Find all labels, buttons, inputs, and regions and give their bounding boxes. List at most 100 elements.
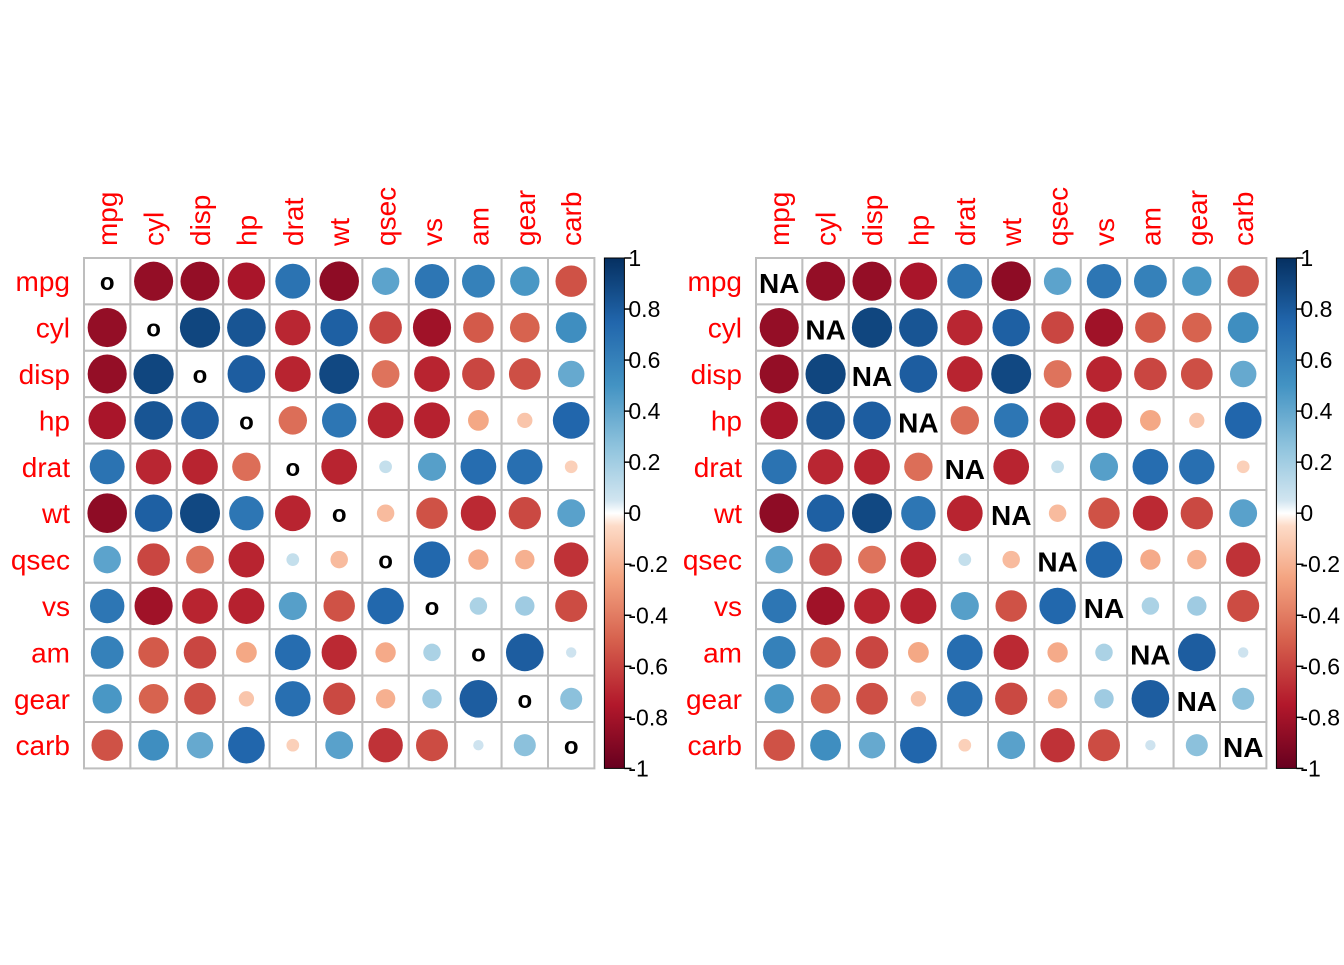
corr-circle-0-vs-am (469, 597, 488, 615)
diagonal-label-1-6: NA (1037, 547, 1077, 578)
corr-circle-0-hp-disp (181, 401, 219, 440)
corr-circle-0-vs-wt (323, 590, 355, 622)
corr-circle-1-disp-gear (1180, 358, 1213, 390)
diagonal-label-0-5: o (332, 501, 347, 528)
corr-circle-1-hp-vs (1086, 402, 1122, 439)
col-label-0-mpg: mpg (92, 192, 123, 246)
col-label-1-vs: vs (1089, 218, 1120, 246)
corr-circle-1-wt-disp (851, 493, 892, 534)
corrplot-panel-left: ooooooooooompgcyldisphpdratwtqsecvsamgea… (11, 187, 668, 782)
corr-circle-0-drat-qsec (379, 460, 392, 474)
corr-circle-0-gear-vs (422, 689, 442, 709)
row-label-1-mpg: mpg (688, 266, 742, 297)
row-label-0-drat: drat (22, 452, 70, 483)
col-label-1-drat: drat (950, 198, 981, 246)
corr-circle-1-qsec-am (1140, 549, 1161, 570)
cell-0-5-5 (315, 489, 364, 538)
col-label-0-qsec: qsec (371, 187, 402, 246)
corr-circle-1-gear-qsec (1047, 689, 1068, 709)
corr-circle-1-am-gear (1177, 633, 1216, 672)
row-label-0-qsec: qsec (11, 545, 70, 576)
corr-circle-0-drat-hp (232, 452, 261, 482)
corr-circle-1-drat-vs (1089, 452, 1119, 481)
corr-circle-1-hp-qsec (1039, 402, 1076, 439)
corr-circle-1-disp-drat (946, 356, 983, 392)
corr-circle-1-drat-wt (993, 448, 1030, 485)
corr-circle-0-hp-mpg (88, 401, 126, 440)
row-label-1-qsec: qsec (683, 545, 742, 576)
cell-0-7-7 (407, 581, 457, 631)
diagonal-label-0-9: o (517, 687, 532, 714)
corr-circle-0-qsec-hp (228, 541, 265, 578)
colorbar-tick-label-1-4: 0.2 (1300, 449, 1332, 475)
diagonal-label-1-5: NA (991, 500, 1031, 531)
corr-circle-0-drat-cyl (135, 449, 172, 485)
corr-circle-1-wt-carb (1229, 499, 1258, 528)
corr-circle-0-qsec-cyl (137, 543, 170, 576)
row-label-0-disp: disp (19, 359, 70, 390)
col-label-1-hp: hp (903, 215, 934, 246)
colorbar-tick-label-1-7: -0.4 (1300, 602, 1340, 628)
corr-circle-1-gear-carb (1232, 687, 1255, 710)
corr-circle-0-qsec-carb (553, 542, 589, 577)
colorbar-tick-label-0-9: -0.8 (628, 704, 668, 730)
diagonal-label-1-9: NA (1177, 686, 1217, 717)
corr-circle-0-gear-carb (560, 687, 583, 710)
corr-circle-0-vs-cyl (134, 586, 173, 626)
corr-circle-0-carb-wt (325, 731, 354, 760)
colorbar-tick-label-0-7: -0.4 (628, 602, 668, 628)
corr-circle-0-hp-am (468, 410, 489, 431)
diagonal-label-0-6: o (378, 548, 393, 575)
corr-circle-0-carb-cyl (138, 729, 170, 761)
corr-circle-1-mpg-am (1133, 264, 1167, 298)
corr-circle-0-drat-gear (507, 449, 543, 485)
col-label-1-am: am (1135, 207, 1166, 246)
corr-circle-1-gear-cyl (810, 683, 841, 714)
row-label-0-am: am (31, 637, 70, 668)
corr-circle-0-qsec-disp (186, 545, 214, 574)
cell-1-10-10 (1219, 721, 1268, 770)
corr-circle-0-vs-gear (515, 596, 535, 616)
corr-circle-0-mpg-am (461, 264, 495, 298)
corr-circle-1-hp-disp (853, 401, 891, 440)
cell-1-3-3 (894, 396, 943, 445)
corr-circle-0-hp-gear (517, 412, 533, 429)
corr-circle-1-drat-mpg (761, 449, 797, 485)
diagonal-label-0-2: o (193, 362, 208, 389)
corr-circle-1-wt-drat (946, 495, 983, 532)
corr-circle-1-hp-wt (993, 403, 1029, 438)
corr-circle-1-gear-wt (995, 682, 1028, 715)
corr-circle-1-carb-qsec (1040, 727, 1075, 763)
cell-0-8-8 (454, 628, 503, 677)
corr-circle-1-hp-carb (1224, 402, 1262, 439)
corrplot-panel-right: NANANANANANANANANANANAmpgcyldisphpdratwt… (683, 187, 1340, 782)
corr-circle-1-drat-hp (904, 452, 933, 482)
corr-circle-1-cyl-disp (851, 307, 893, 348)
colorbar-tick-label-0-3: 0.4 (628, 398, 660, 424)
corr-circle-1-carb-wt (997, 731, 1026, 760)
colorbar-tick-label-1-8: -0.6 (1300, 653, 1340, 679)
diagonal-label-0-3: o (239, 408, 254, 435)
corr-circle-0-mpg-wt (319, 261, 359, 301)
corr-circle-0-hp-qsec (367, 402, 404, 439)
corr-circle-1-cyl-vs (1084, 308, 1124, 347)
corr-circle-0-mpg-disp (180, 261, 220, 301)
colorbar-0 (603, 257, 625, 769)
corr-circle-0-mpg-carb (555, 265, 587, 297)
corr-circle-1-qsec-wt (1002, 550, 1020, 569)
corr-circle-1-am-hp (908, 642, 929, 663)
corr-circle-1-disp-cyl (805, 353, 846, 395)
corr-circle-0-cyl-gear (509, 312, 540, 343)
corr-circle-0-mpg-cyl (134, 261, 174, 301)
col-label-1-mpg: mpg (764, 192, 795, 246)
corr-circle-0-disp-cyl (133, 353, 174, 395)
corr-circle-1-cyl-hp (899, 308, 938, 347)
colorbar-tick-label-1-5: 0 (1300, 500, 1313, 526)
col-label-0-wt: wt (324, 218, 355, 247)
col-label-0-drat: drat (278, 198, 309, 246)
corr-circle-0-mpg-gear (510, 266, 540, 296)
corr-circle-1-drat-cyl (807, 449, 844, 485)
col-label-1-gear: gear (1182, 190, 1213, 246)
corr-circle-0-vs-disp (182, 588, 218, 624)
corr-circle-0-mpg-qsec (371, 267, 400, 295)
